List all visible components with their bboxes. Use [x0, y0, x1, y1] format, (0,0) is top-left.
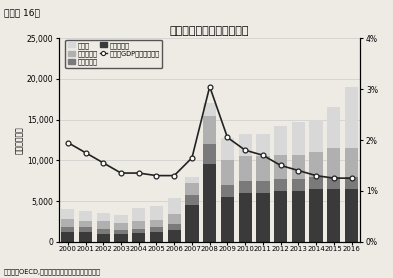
Bar	[97, 234, 110, 242]
Bar	[309, 120, 323, 152]
Text: （図表 16）: （図表 16）	[4, 8, 40, 17]
Bar	[256, 134, 270, 156]
Bar	[221, 185, 234, 197]
Bar	[150, 220, 163, 227]
Bar	[185, 195, 198, 205]
Bar	[345, 87, 358, 148]
Bar	[203, 103, 217, 116]
Bar	[274, 191, 287, 242]
Bar	[274, 126, 287, 155]
Bar	[97, 213, 110, 221]
Bar	[239, 181, 252, 193]
Bar	[327, 148, 340, 177]
Bar	[114, 230, 128, 234]
Bar	[309, 189, 323, 242]
Bar	[79, 227, 92, 232]
Bar	[97, 221, 110, 229]
Bar	[256, 193, 270, 242]
Title: 農業投入財に対する補助金: 農業投入財に対する補助金	[170, 26, 250, 36]
Bar	[79, 211, 92, 220]
Bar	[185, 205, 198, 242]
Bar	[221, 197, 234, 242]
Bar	[61, 227, 75, 232]
Bar	[292, 155, 305, 179]
Bar	[132, 229, 145, 233]
Bar	[167, 214, 181, 224]
Bar	[327, 189, 340, 242]
Bar	[61, 219, 75, 227]
Bar	[239, 193, 252, 242]
Bar	[327, 108, 340, 148]
Text: （資料）OECD,インド財務省のデータを元に作成: （資料）OECD,インド財務省のデータを元に作成	[4, 269, 101, 275]
Bar	[203, 144, 217, 164]
Bar	[167, 224, 181, 230]
Bar	[132, 221, 145, 229]
Bar	[79, 220, 92, 227]
Bar	[79, 232, 92, 242]
Bar	[150, 206, 163, 220]
Y-axis label: （億ルピー）: （億ルピー）	[15, 126, 24, 154]
Bar	[150, 232, 163, 242]
Bar	[274, 155, 287, 179]
Bar	[185, 177, 198, 183]
Bar	[292, 179, 305, 191]
Bar	[345, 189, 358, 242]
Legend: その他, 電力補助金, 灌溉補助金, 肥料補助金, 合計（GDP比、右目盛）: その他, 電力補助金, 灌溉補助金, 肥料補助金, 合計（GDP比、右目盛）	[65, 39, 162, 68]
Bar	[256, 181, 270, 193]
Bar	[239, 134, 252, 156]
Bar	[132, 233, 145, 242]
Bar	[256, 156, 270, 181]
Bar	[221, 138, 234, 160]
Bar	[292, 191, 305, 242]
Bar	[114, 215, 128, 223]
Bar	[61, 209, 75, 219]
Bar	[97, 229, 110, 234]
Bar	[327, 177, 340, 189]
Bar	[309, 177, 323, 189]
Bar	[61, 232, 75, 242]
Bar	[345, 148, 358, 177]
Bar	[203, 164, 217, 242]
Bar	[150, 227, 163, 232]
Bar	[274, 179, 287, 191]
Bar	[203, 116, 217, 144]
Bar	[239, 156, 252, 181]
Bar	[345, 177, 358, 189]
Bar	[167, 198, 181, 214]
Bar	[185, 183, 198, 195]
Bar	[132, 208, 145, 221]
Bar	[114, 234, 128, 242]
Bar	[114, 223, 128, 230]
Bar	[292, 122, 305, 155]
Bar	[221, 160, 234, 185]
Bar	[167, 230, 181, 242]
Bar	[309, 152, 323, 177]
